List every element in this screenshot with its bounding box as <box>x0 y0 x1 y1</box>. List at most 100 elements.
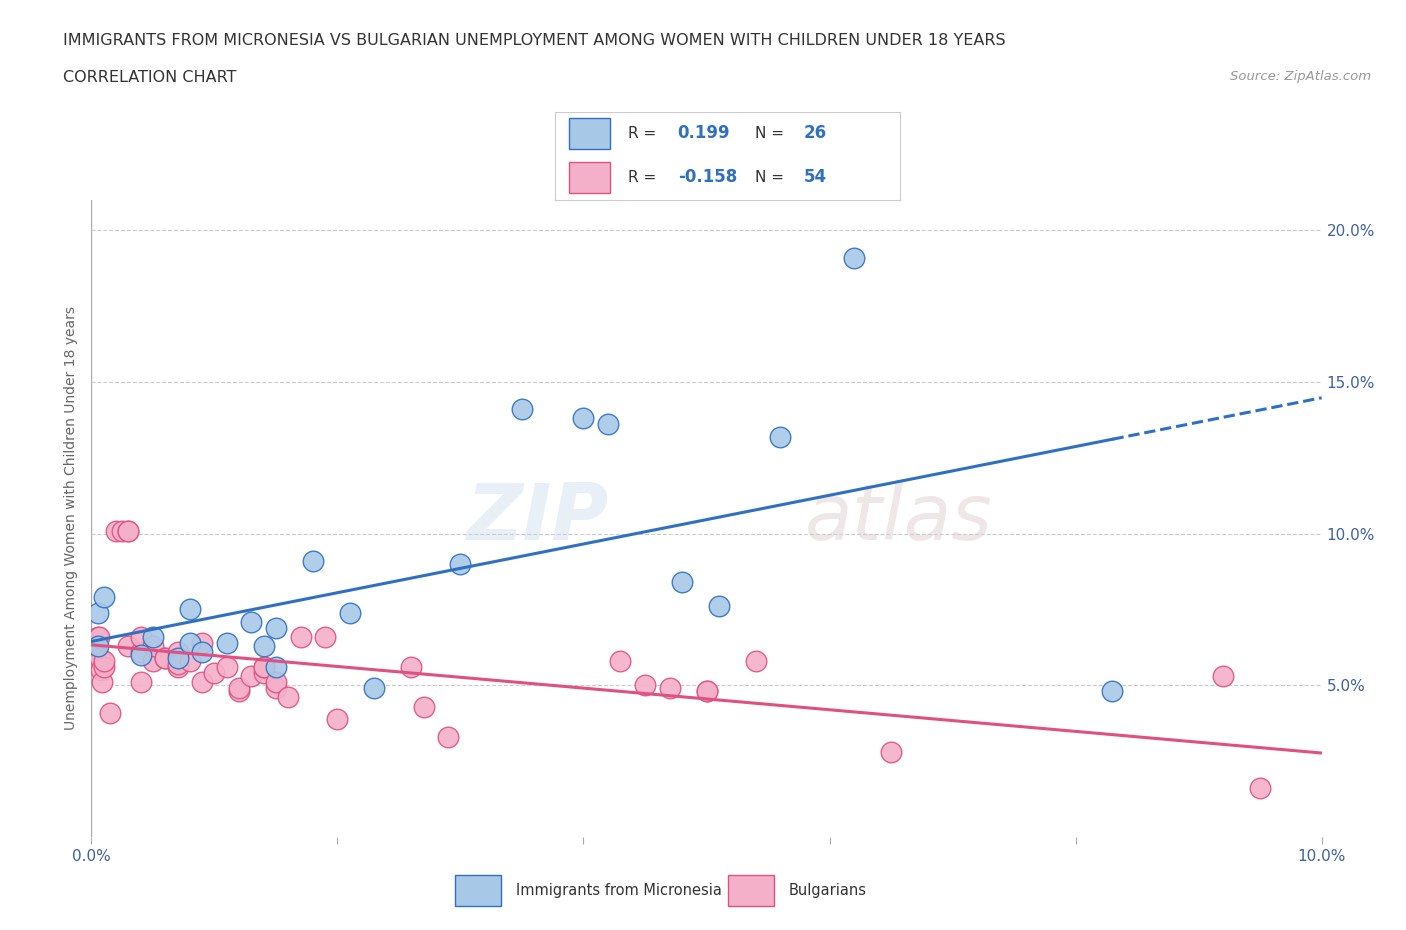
Point <box>166 657 188 671</box>
FancyBboxPatch shape <box>728 875 773 906</box>
Point <box>1212 669 1234 684</box>
Point <box>166 651 188 666</box>
Point <box>86 605 108 620</box>
Point <box>87 630 110 644</box>
Text: Immigrants from Micronesia: Immigrants from Micronesia <box>516 883 721 898</box>
Point <box>111 524 134 538</box>
Point <box>437 729 460 744</box>
Point <box>98 705 121 720</box>
Point <box>290 630 312 644</box>
Point <box>696 684 718 698</box>
Point <box>86 639 108 654</box>
Point <box>129 644 152 659</box>
Point <box>215 659 238 674</box>
Point <box>253 639 276 654</box>
Point <box>339 605 361 620</box>
Point <box>240 614 263 629</box>
Point <box>215 635 238 650</box>
Point <box>264 681 287 696</box>
Point <box>93 590 115 604</box>
Point <box>769 429 792 444</box>
Point <box>93 654 115 669</box>
Point <box>277 690 299 705</box>
Point <box>264 620 287 635</box>
Y-axis label: Unemployment Among Women with Children Under 18 years: Unemployment Among Women with Children U… <box>65 307 79 730</box>
Point <box>264 675 287 690</box>
Point <box>745 654 768 669</box>
Text: ZIP: ZIP <box>465 481 607 556</box>
Point <box>658 681 681 696</box>
Text: atlas: atlas <box>804 481 993 556</box>
Point <box>105 524 127 538</box>
Point <box>179 602 201 617</box>
Point <box>696 684 718 698</box>
Point <box>90 663 112 678</box>
FancyBboxPatch shape <box>569 118 610 149</box>
Point <box>228 684 250 698</box>
Point <box>153 651 177 666</box>
Point <box>117 524 139 538</box>
Point <box>191 635 214 650</box>
Point <box>1101 684 1123 698</box>
Text: Source: ZipAtlas.com: Source: ZipAtlas.com <box>1230 70 1371 83</box>
Text: CORRELATION CHART: CORRELATION CHART <box>63 70 236 85</box>
Point <box>117 639 139 654</box>
Point <box>363 681 385 696</box>
Text: R =: R = <box>627 126 661 140</box>
Point <box>449 556 471 571</box>
Point <box>314 630 336 644</box>
Point <box>399 659 422 674</box>
Point <box>264 659 287 674</box>
Point <box>91 675 114 690</box>
FancyBboxPatch shape <box>569 162 610 193</box>
Point <box>142 639 165 654</box>
Point <box>510 402 533 417</box>
Point <box>253 659 276 674</box>
Point <box>202 666 225 681</box>
Text: IMMIGRANTS FROM MICRONESIA VS BULGARIAN UNEMPLOYMENT AMONG WOMEN WITH CHILDREN U: IMMIGRANTS FROM MICRONESIA VS BULGARIAN … <box>63 33 1005 47</box>
Point <box>117 524 139 538</box>
Point <box>191 675 214 690</box>
Point <box>240 669 263 684</box>
Text: Bulgarians: Bulgarians <box>789 883 868 898</box>
Point <box>191 644 214 659</box>
Text: 0.199: 0.199 <box>678 125 730 142</box>
Text: 26: 26 <box>803 125 827 142</box>
Point <box>228 681 250 696</box>
Point <box>142 630 165 644</box>
Point <box>129 647 152 662</box>
Point <box>129 675 152 690</box>
Text: 54: 54 <box>803 168 827 186</box>
Point <box>609 654 631 669</box>
Point <box>707 599 730 614</box>
Point <box>671 575 693 590</box>
Text: N =: N = <box>755 126 789 140</box>
Point <box>166 644 188 659</box>
Point <box>253 666 276 681</box>
Point <box>84 644 107 659</box>
Point <box>596 417 619 432</box>
Point <box>253 659 276 674</box>
Point <box>179 654 201 669</box>
Text: N =: N = <box>755 170 789 185</box>
Point <box>153 651 177 666</box>
Point <box>86 630 108 644</box>
Point <box>412 699 434 714</box>
Point <box>129 630 152 644</box>
Point <box>572 411 595 426</box>
Point <box>326 711 349 726</box>
Point <box>842 250 865 265</box>
Point <box>166 659 188 674</box>
Point <box>93 659 115 674</box>
Point <box>86 639 108 654</box>
Point <box>179 635 201 650</box>
Point <box>301 553 323 568</box>
Point <box>1249 781 1271 796</box>
Point <box>89 651 111 666</box>
Point <box>634 678 657 693</box>
Point <box>880 745 903 760</box>
FancyBboxPatch shape <box>456 875 501 906</box>
Text: -0.158: -0.158 <box>678 168 737 186</box>
Text: R =: R = <box>627 170 661 185</box>
Point <box>142 654 165 669</box>
